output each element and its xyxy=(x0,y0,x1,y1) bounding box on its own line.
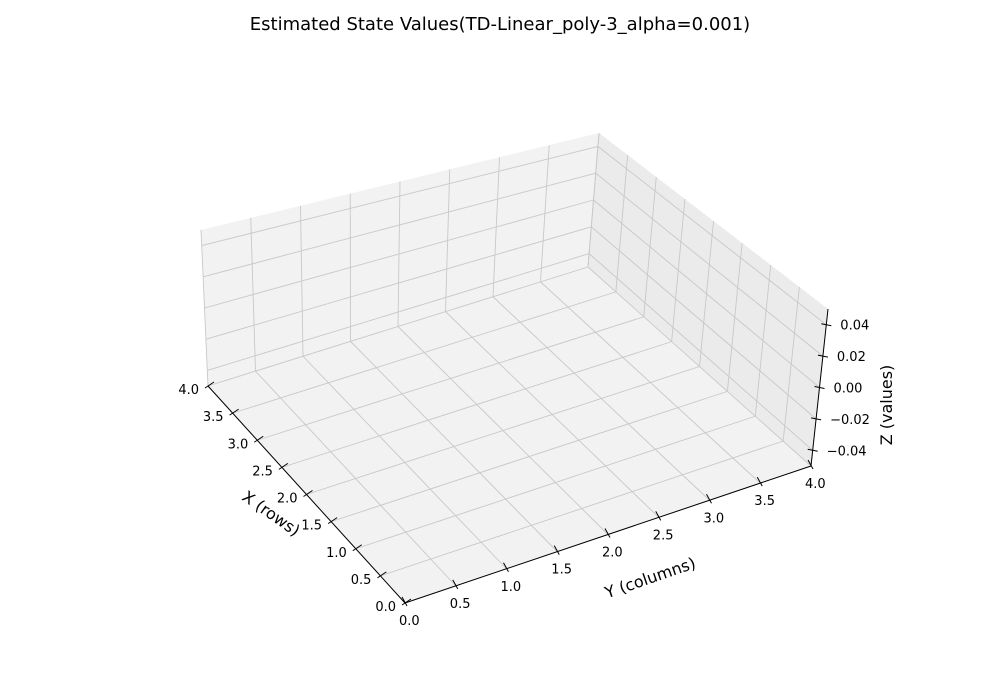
z-tick xyxy=(807,448,818,452)
z-tick xyxy=(811,417,822,421)
chart-title: Estimated State Values(TD-Linear_poly-3_… xyxy=(250,14,750,35)
x-tick-label: 4.0 xyxy=(178,383,199,398)
wall-grid-line-z xyxy=(593,199,820,388)
floor-pane xyxy=(208,267,811,603)
floor-grid-line-y xyxy=(492,296,710,501)
floor-grid-line-y xyxy=(350,341,558,552)
y-tick xyxy=(655,511,662,521)
y-tick xyxy=(452,579,459,590)
z-tick xyxy=(817,354,828,358)
wall-grid-line-z xyxy=(205,226,592,340)
floor-grid-line-y xyxy=(397,326,609,535)
wall-grid-line-z xyxy=(588,253,813,451)
x-tick xyxy=(229,408,239,416)
y-tick xyxy=(756,476,763,487)
wall-grid-line-z xyxy=(201,145,599,247)
y-tick-label: 1.5 xyxy=(551,563,572,578)
z-tick xyxy=(821,323,832,327)
x-tick-label: 0.5 xyxy=(351,573,372,588)
x-tick-label: 3.5 xyxy=(203,410,224,425)
z-tick-label: −0.04 xyxy=(827,444,867,459)
y-tick xyxy=(807,459,814,470)
y-tick-label: 2.0 xyxy=(602,546,623,561)
y-tick xyxy=(503,562,509,572)
axis-panes xyxy=(201,133,828,603)
z-tick-label: 0.02 xyxy=(837,350,866,365)
x-tick xyxy=(327,517,338,525)
x-tick xyxy=(401,598,412,606)
x-tick xyxy=(253,435,264,443)
wall-grid-line-z xyxy=(207,253,590,371)
wall-grid-line-z xyxy=(204,199,594,309)
y-tick xyxy=(706,494,712,504)
y-tick-label: 3.5 xyxy=(754,494,775,509)
x-tick-label: 3.0 xyxy=(228,437,249,452)
x-tick xyxy=(303,490,313,497)
z-tick-label: 0.04 xyxy=(840,319,869,334)
y-tick-label: 2.5 xyxy=(653,528,674,543)
x-tick xyxy=(352,544,363,552)
x-tick xyxy=(278,462,289,470)
back-left-pane xyxy=(201,133,599,386)
y-tick xyxy=(604,528,611,538)
x-tick-label: 1.0 xyxy=(326,546,347,561)
z-tick-label: 0.00 xyxy=(834,382,863,397)
z-tick xyxy=(814,386,825,389)
y-tick-label: 1.0 xyxy=(501,580,522,595)
floor-grid-line-y xyxy=(255,370,457,587)
back-right-pane xyxy=(588,133,828,466)
wall-grid-line-z xyxy=(591,226,817,420)
x-tick xyxy=(377,571,387,579)
x-tick-label: 0.0 xyxy=(375,600,396,615)
x-tick-label: 2.5 xyxy=(252,464,273,479)
wall-grid-line-z xyxy=(202,172,596,278)
y-tick-label: 0.0 xyxy=(399,614,420,629)
floor-grid-line-y xyxy=(540,281,761,484)
wall-grid-line-z xyxy=(595,172,824,357)
z-axis-label: Z (values) xyxy=(877,365,896,446)
y-tick xyxy=(401,596,408,607)
y-tick-label: 4.0 xyxy=(805,477,826,492)
wall-grid-line-z xyxy=(597,146,827,326)
tick-marks: 0.00.51.01.52.02.53.03.54.00.00.51.01.52… xyxy=(178,319,870,629)
y-axis-label: Y (columns) xyxy=(601,553,698,602)
y-tick-label: 0.5 xyxy=(450,597,471,612)
x-tick xyxy=(204,381,215,389)
floor-grid-line-y xyxy=(445,311,660,518)
y-tick-label: 3.0 xyxy=(704,511,725,526)
x-tick-label: 1.5 xyxy=(301,519,322,534)
x-tick-label: 2.0 xyxy=(277,492,298,507)
z-tick-label: −0.02 xyxy=(830,413,870,428)
y-tick xyxy=(553,545,560,555)
floor-grid-line-y xyxy=(302,355,507,570)
